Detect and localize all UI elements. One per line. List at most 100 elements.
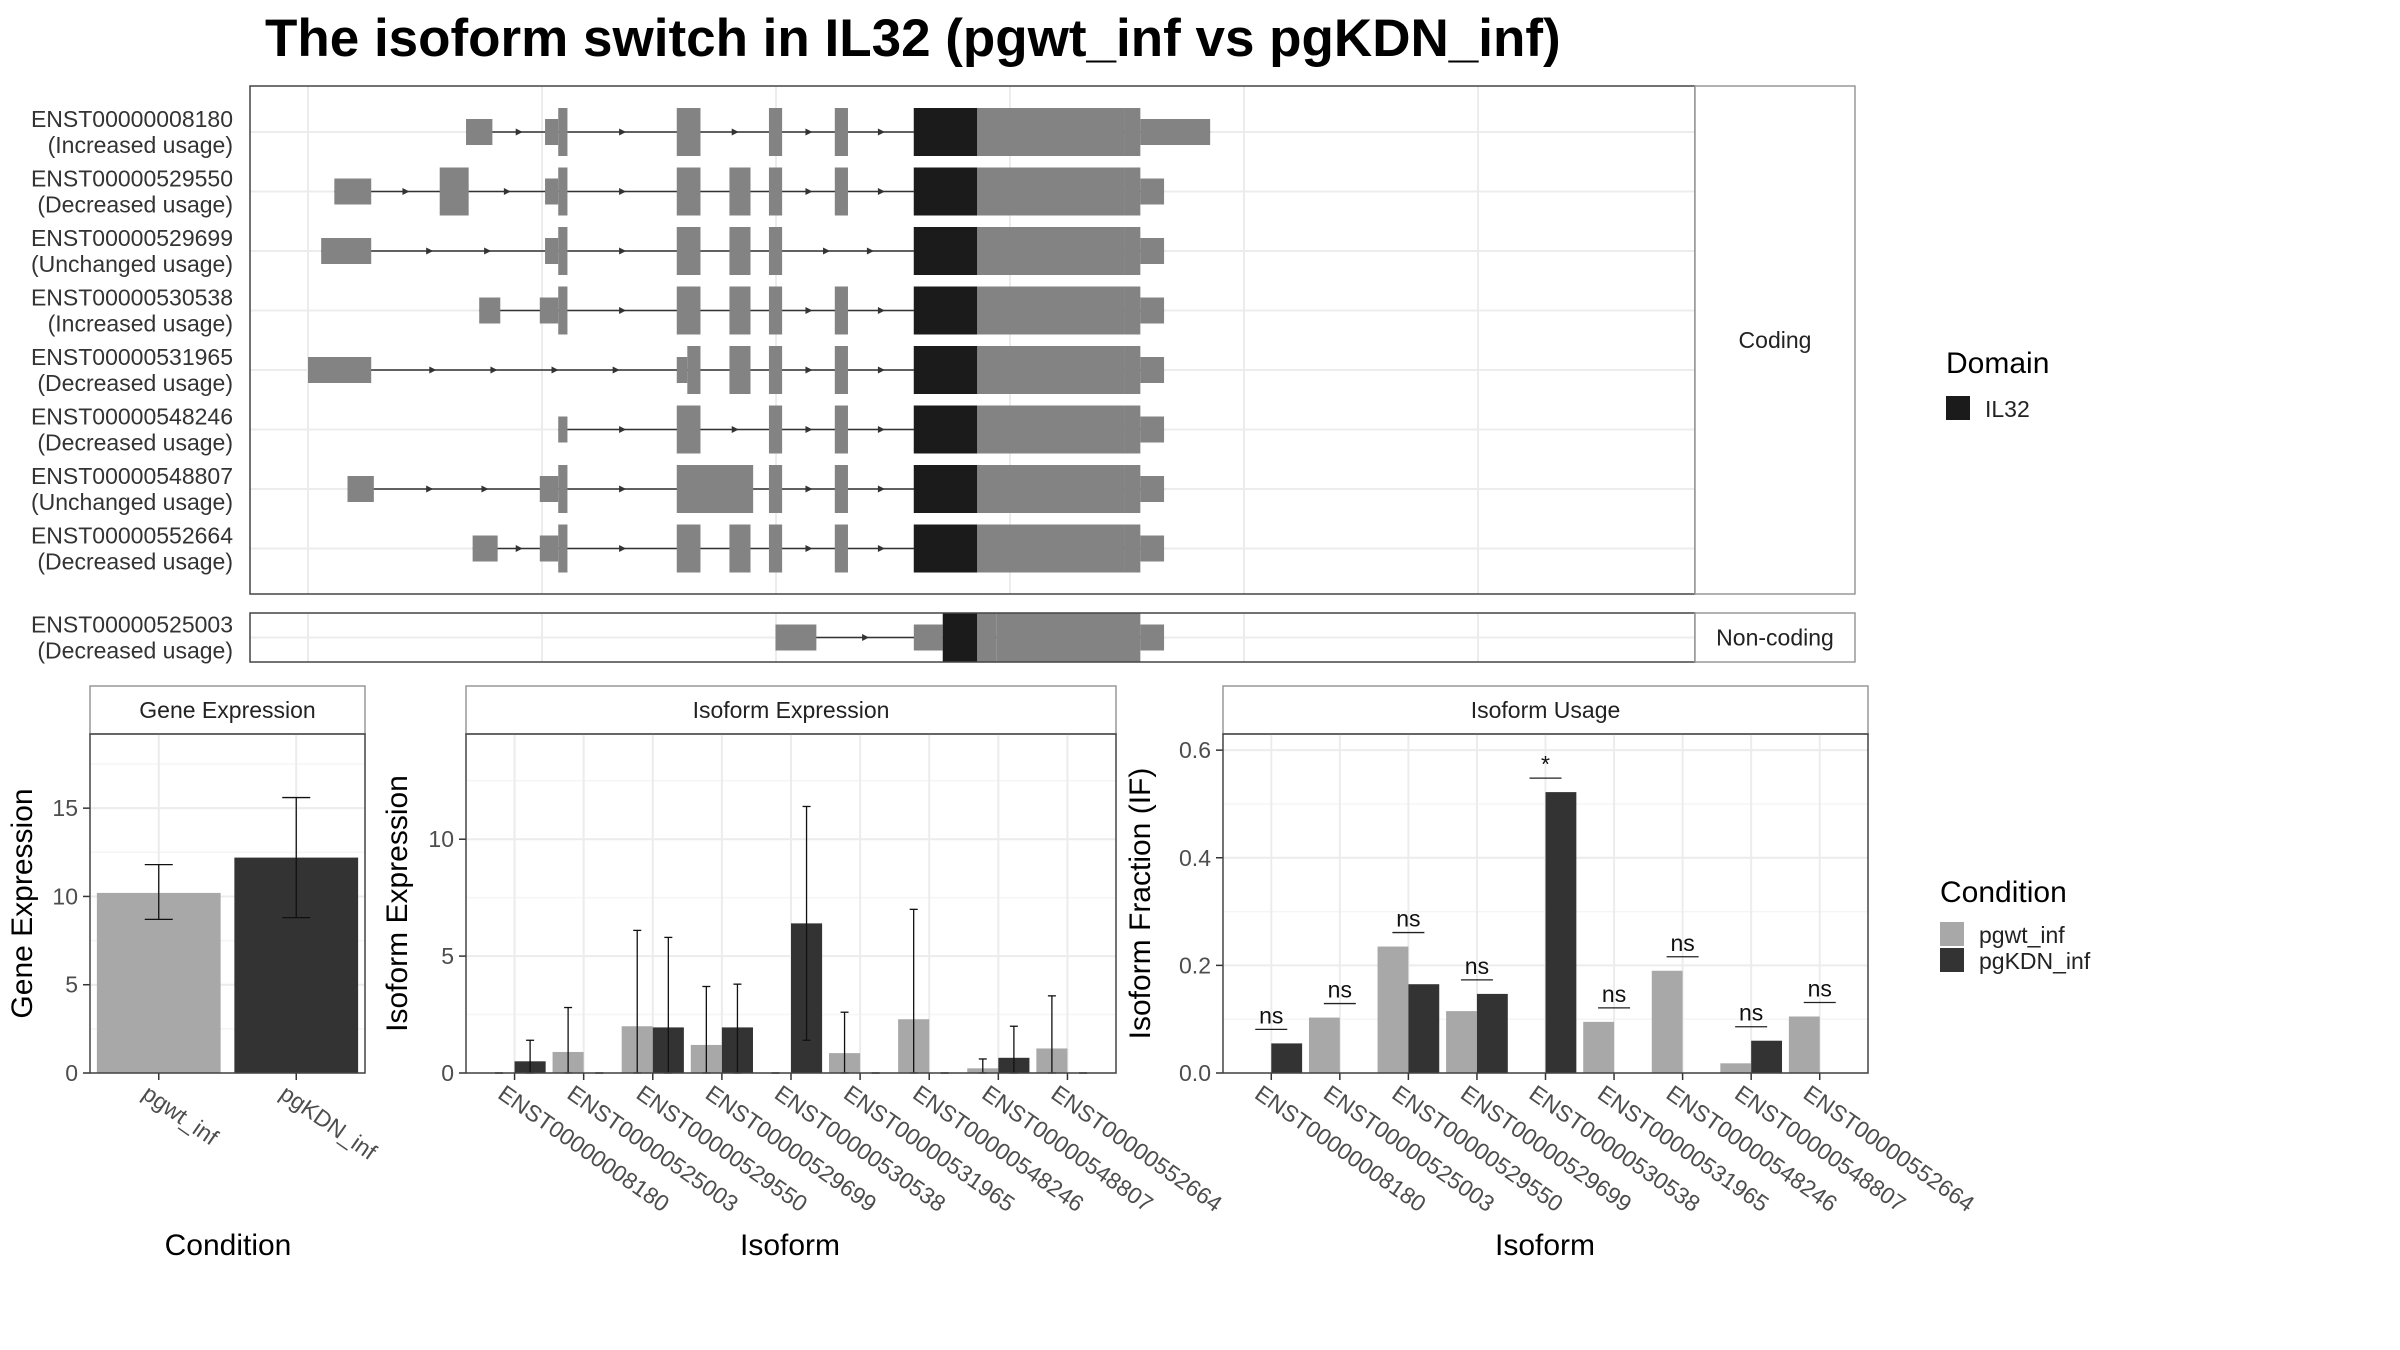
intron-arrow bbox=[805, 426, 813, 433]
exon bbox=[834, 167, 848, 216]
exon bbox=[1140, 416, 1165, 443]
exon bbox=[1140, 178, 1165, 205]
exon bbox=[768, 524, 783, 573]
transcript-status: (Decreased usage) bbox=[37, 638, 233, 664]
significance-label: ns bbox=[1396, 906, 1420, 932]
exon bbox=[1140, 297, 1165, 324]
gene-expression-chart: Gene Expression 0 5 10 15 pgwt_inf pgKDN_inf Co… bbox=[6, 685, 382, 1262]
legend-key-pgkdn bbox=[1940, 948, 1964, 972]
intron-arrow bbox=[805, 485, 813, 493]
exon bbox=[676, 108, 701, 156]
exon bbox=[347, 476, 374, 502]
exon bbox=[466, 119, 493, 145]
exon bbox=[676, 227, 701, 275]
domain-il32 bbox=[913, 227, 978, 275]
domain-il32 bbox=[913, 524, 978, 573]
bar bbox=[1788, 1016, 1820, 1073]
y-tick-label: 5 bbox=[65, 972, 78, 998]
exon bbox=[539, 535, 559, 562]
exon bbox=[996, 613, 1141, 662]
transcript-id: ENST00000529699 bbox=[31, 225, 233, 251]
exon bbox=[834, 405, 848, 454]
significance-label: * bbox=[1541, 751, 1550, 777]
bar bbox=[96, 892, 221, 1073]
exon bbox=[729, 346, 751, 394]
bar bbox=[1651, 970, 1683, 1073]
domain-il32 bbox=[913, 346, 978, 394]
exon bbox=[1124, 346, 1141, 394]
facet-strip bbox=[465, 685, 1117, 735]
exon bbox=[1140, 357, 1165, 383]
domain-il32 bbox=[913, 108, 978, 156]
exon bbox=[834, 524, 848, 573]
transcript-id: ENST00000008180 bbox=[31, 106, 233, 132]
intron-arrow bbox=[619, 426, 627, 433]
exon bbox=[539, 297, 559, 324]
x-axis-title: Isoform bbox=[740, 1229, 840, 1262]
panel-border bbox=[1222, 733, 1869, 1074]
intron-arrow bbox=[862, 634, 870, 641]
intron-arrow bbox=[877, 485, 885, 493]
exon bbox=[321, 238, 372, 264]
significance-label: ns bbox=[1602, 981, 1626, 1007]
intron-arrow bbox=[503, 188, 511, 195]
transcript-status: (Decreased usage) bbox=[37, 430, 233, 456]
significance-label: ns bbox=[1670, 930, 1694, 956]
exon bbox=[729, 227, 751, 275]
exon bbox=[687, 346, 701, 394]
intron-arrow bbox=[619, 307, 627, 314]
exon bbox=[775, 624, 817, 651]
intron-arrow bbox=[866, 247, 874, 255]
bar bbox=[1720, 1063, 1752, 1073]
y-axis-title: Isoform Fraction (IF) bbox=[1124, 768, 1157, 1040]
facet-strip-label: Gene Expression bbox=[139, 697, 315, 723]
exon bbox=[558, 416, 568, 443]
exon bbox=[1124, 405, 1141, 454]
intron-arrow bbox=[484, 247, 492, 255]
exon bbox=[539, 476, 559, 502]
intron-arrow bbox=[619, 485, 627, 493]
exon bbox=[768, 108, 783, 156]
exon bbox=[1124, 286, 1141, 335]
exon bbox=[558, 108, 568, 156]
exon bbox=[676, 465, 754, 513]
facet-strip bbox=[1694, 612, 1856, 663]
domain-il32 bbox=[913, 286, 978, 335]
domain-il32 bbox=[913, 465, 978, 513]
exon bbox=[729, 524, 751, 573]
transcript-id: ENST00000531965 bbox=[31, 344, 233, 370]
intron-arrow bbox=[877, 426, 885, 433]
exon bbox=[834, 346, 848, 394]
y-tick-label: 10 bbox=[428, 826, 454, 852]
y-tick-label: 5 bbox=[441, 943, 454, 969]
exon bbox=[676, 167, 701, 216]
exon bbox=[834, 286, 848, 335]
intron-arrow bbox=[515, 128, 523, 136]
significance-label: ns bbox=[1465, 953, 1489, 979]
exon bbox=[768, 465, 783, 513]
intron-arrow bbox=[877, 307, 885, 314]
transcript-id: ENST00000525003 bbox=[31, 612, 233, 638]
intron-arrow bbox=[805, 545, 813, 552]
intron-arrow bbox=[805, 366, 813, 374]
intron-arrow bbox=[823, 247, 831, 255]
exon bbox=[558, 167, 568, 216]
transcript-id: ENST00000552664 bbox=[31, 523, 233, 549]
exon bbox=[676, 357, 688, 383]
significance-label: ns bbox=[1259, 1002, 1283, 1028]
bar bbox=[1545, 792, 1577, 1073]
exon bbox=[308, 357, 372, 383]
intron-arrow bbox=[429, 366, 437, 374]
bar bbox=[1476, 993, 1508, 1073]
bar bbox=[1308, 1017, 1340, 1073]
facet-strip-label: Non-coding bbox=[1716, 625, 1834, 651]
y-tick-label: 0 bbox=[441, 1060, 454, 1086]
exon bbox=[558, 465, 568, 513]
x-axis-title: Isoform bbox=[1495, 1229, 1595, 1262]
facet-strip bbox=[1222, 685, 1869, 735]
transcript-status: (Increased usage) bbox=[48, 132, 233, 158]
legend-title-condition: Condition bbox=[1940, 876, 2067, 909]
facet-strip bbox=[1694, 85, 1856, 595]
intron-arrow bbox=[426, 247, 434, 255]
